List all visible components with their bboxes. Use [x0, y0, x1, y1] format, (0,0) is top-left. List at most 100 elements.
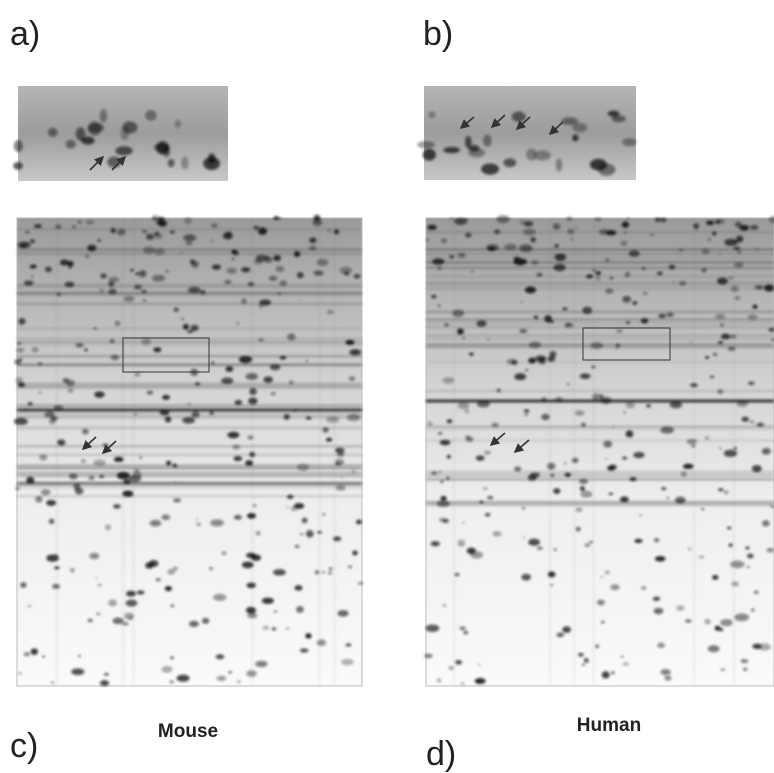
- spot: [314, 570, 320, 575]
- spot: [296, 605, 304, 613]
- spot: [190, 259, 195, 264]
- spot: [771, 338, 774, 342]
- spot: [233, 515, 242, 520]
- spot: [578, 652, 584, 657]
- spot: [431, 471, 438, 475]
- spot: [581, 422, 586, 428]
- spot: [148, 559, 159, 567]
- spot: [283, 413, 290, 420]
- spot: [514, 373, 527, 381]
- spot: [258, 338, 264, 342]
- spot: [562, 626, 571, 633]
- spot: [321, 571, 326, 574]
- spot: [30, 648, 38, 655]
- spot: [476, 680, 480, 683]
- spot: [44, 266, 52, 273]
- spot: [23, 652, 30, 656]
- spot: [454, 217, 467, 225]
- spot: [585, 274, 594, 279]
- spot: [30, 264, 37, 269]
- spot: [622, 295, 631, 303]
- spot: [704, 356, 710, 359]
- spot: [357, 581, 364, 586]
- spot: [146, 233, 154, 240]
- spot: [94, 391, 105, 398]
- spot: [572, 122, 588, 133]
- spot: [246, 513, 256, 519]
- spot: [622, 662, 630, 666]
- spot: [173, 566, 178, 571]
- spot: [170, 604, 174, 607]
- spot: [246, 582, 256, 589]
- spot: [322, 513, 326, 516]
- spot: [571, 457, 579, 463]
- spot: [588, 541, 594, 544]
- spot: [547, 571, 556, 578]
- spot: [255, 660, 268, 668]
- spot: [422, 148, 436, 161]
- spot: [142, 229, 147, 234]
- spot: [169, 230, 175, 234]
- spot: [589, 158, 607, 171]
- spot: [743, 667, 748, 671]
- spot: [623, 411, 626, 414]
- spot: [14, 486, 20, 491]
- spot: [544, 315, 552, 323]
- spot: [536, 272, 543, 277]
- spot: [653, 607, 664, 615]
- spot: [704, 618, 711, 625]
- spot: [299, 648, 309, 653]
- spot: [487, 338, 490, 341]
- spot: [449, 255, 455, 259]
- spot: [174, 119, 181, 128]
- spot: [465, 437, 474, 442]
- spot: [751, 464, 762, 473]
- spot: [686, 438, 698, 445]
- spot: [42, 655, 45, 658]
- spot: [345, 339, 355, 345]
- spot: [161, 514, 170, 520]
- spot: [749, 420, 755, 424]
- spot: [580, 490, 593, 498]
- spot: [439, 471, 442, 473]
- spot: [524, 414, 528, 416]
- spot: [605, 258, 610, 262]
- spot: [164, 416, 172, 423]
- spot: [221, 551, 227, 555]
- spot: [752, 304, 758, 309]
- spot: [521, 573, 531, 581]
- spot: [570, 237, 574, 241]
- spot: [733, 447, 737, 450]
- spot: [232, 257, 235, 260]
- caption: Human: [577, 715, 641, 736]
- spot: [309, 237, 317, 244]
- spot: [143, 246, 155, 254]
- spot: [718, 252, 722, 255]
- spot: [81, 459, 86, 464]
- spot: [336, 451, 345, 457]
- spot: [698, 555, 705, 559]
- spot: [316, 258, 329, 267]
- spot: [48, 518, 55, 524]
- spot: [141, 289, 147, 294]
- spot: [225, 366, 234, 372]
- spot: [247, 435, 254, 440]
- spot: [294, 585, 303, 591]
- spot: [65, 139, 76, 149]
- spot: [56, 292, 61, 297]
- spot: [190, 324, 199, 332]
- spot: [567, 228, 575, 235]
- spot: [575, 526, 581, 532]
- spot: [263, 376, 274, 383]
- spot: [506, 358, 516, 365]
- spot: [221, 377, 234, 385]
- spot: [255, 254, 269, 262]
- spot: [668, 264, 676, 270]
- spot: [615, 343, 621, 348]
- spot: [762, 520, 770, 527]
- spot: [755, 248, 758, 250]
- spot: [622, 456, 628, 460]
- spot: [259, 299, 272, 306]
- spot: [465, 232, 472, 238]
- spot: [685, 619, 692, 623]
